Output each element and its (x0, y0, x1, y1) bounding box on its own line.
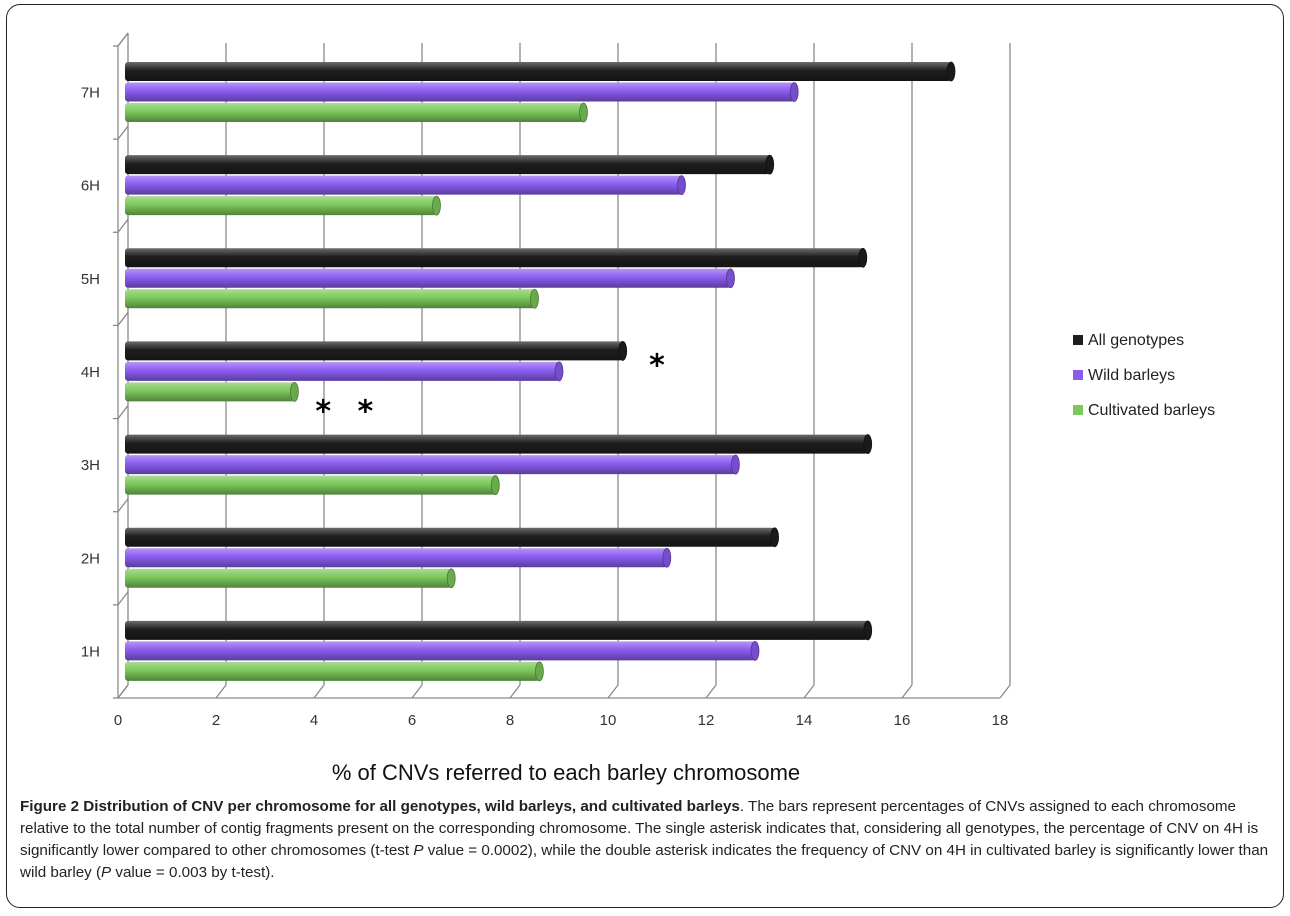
legend-label-wild-barleys: Wild barleys (1088, 367, 1175, 384)
y-tick-label-3H: 3H (81, 457, 100, 474)
bar-cap-5H-cultivated-barleys (530, 288, 539, 309)
figure-frame (6, 4, 1284, 908)
bar-4H-cultivated-barleys (125, 382, 295, 402)
bar-5H-all-genotypes (125, 248, 863, 268)
bar-7H-cultivated-barleys (125, 103, 584, 122)
y-depth-tick-2 (117, 498, 129, 513)
caption-text-2: value = 0.0002), while the double asteri… (20, 842, 1269, 881)
floor-tick-10 (607, 684, 619, 699)
x-tick-label-8: 8 (506, 712, 514, 729)
y-tick-label-4H: 4H (81, 364, 100, 381)
bar-7H-wild-barleys (125, 82, 795, 102)
bar-cap-1H-wild-barleys (750, 640, 760, 661)
x-tick-label-12: 12 (698, 712, 715, 729)
x-tick-label-2: 2 (212, 712, 220, 729)
bar-cap-5H-wild-barleys (726, 268, 735, 289)
floor-tick-4 (313, 684, 325, 699)
bar-cap-4H-all-genotypes (618, 341, 628, 361)
y-depth-tick-3 (117, 405, 129, 419)
y-tick-label-6H: 6H (81, 178, 100, 195)
bar-cap-6H-cultivated-barleys (432, 195, 441, 216)
bar-cap-1H-cultivated-barleys (535, 661, 544, 682)
bar-2H-wild-barleys (125, 548, 667, 568)
significance-double-asterisk: * * (315, 394, 381, 429)
bar-cap-3H-all-genotypes (863, 434, 873, 454)
bar-1H-all-genotypes (125, 620, 868, 640)
bar-cap-7H-wild-barleys (789, 82, 799, 102)
bar-3H-cultivated-barleys (125, 475, 496, 495)
x-tick-label-10: 10 (600, 712, 617, 729)
bar-cap-6H-all-genotypes (765, 154, 775, 175)
caption-text-3: value = 0.003 by t-test). (111, 864, 275, 881)
y-depth-tick-7 (117, 32, 129, 47)
legend-label-cultivated-barleys: Cultivated barleys (1088, 402, 1215, 419)
bar-cap-1H-all-genotypes (863, 620, 873, 641)
figure-caption: Figure 2 Distribution of CNV per chromos… (20, 796, 1278, 884)
bar-cap-6H-wild-barleys (677, 175, 686, 196)
bar-6H-all-genotypes (125, 155, 770, 175)
floor-tick-18 (999, 684, 1011, 699)
bar-cap-2H-wild-barleys (662, 547, 672, 568)
bar-cap-5H-all-genotypes (858, 247, 868, 268)
bar-cap-3H-wild-barleys (731, 454, 740, 475)
bar-6H-cultivated-barleys (125, 196, 437, 216)
y-tick-label-2H: 2H (81, 550, 100, 567)
floor-tick-6 (411, 684, 423, 699)
floor-tick-12 (705, 684, 717, 699)
bar-2H-all-genotypes (125, 527, 775, 547)
floor-tick-16 (901, 684, 913, 699)
bar-5H-cultivated-barleys (125, 289, 535, 309)
x-axis-label: % of CNVs referred to each barley chromo… (331, 760, 801, 785)
y-depth-tick-6 (117, 125, 129, 140)
bar-3H-wild-barleys (125, 455, 736, 475)
bar-cap-3H-cultivated-barleys (490, 475, 500, 495)
bar-cap-2H-all-genotypes (770, 527, 779, 548)
bar-1H-wild-barleys (125, 641, 755, 661)
x-tick-label-14: 14 (796, 712, 813, 729)
floor-tick-8 (509, 684, 521, 699)
bar-3H-all-genotypes (125, 434, 868, 454)
floor-tick-14 (803, 684, 815, 699)
caption-p-1: P (413, 842, 424, 859)
x-tick-label-0: 0 (114, 712, 122, 729)
y-depth-tick-0 (117, 684, 129, 699)
significance-single-asterisk: * (649, 348, 665, 383)
bar-4H-wild-barleys (125, 361, 559, 381)
x-tick-label-16: 16 (894, 712, 911, 729)
caption-title: Figure 2 Distribution of CNV per chromos… (20, 798, 740, 815)
legend-swatch-wild-barleys (1073, 370, 1083, 380)
bar-cap-4H-wild-barleys (554, 361, 564, 382)
bar-4H-all-genotypes (125, 341, 623, 361)
y-tick-label-7H: 7H (81, 85, 100, 102)
bar-cap-7H-all-genotypes (946, 61, 956, 82)
floor-tick-2 (215, 684, 227, 699)
y-tick-label-1H: 1H (81, 643, 100, 660)
caption-p-2: P (101, 864, 112, 881)
bar-6H-wild-barleys (125, 175, 682, 195)
bar-7H-all-genotypes (125, 62, 951, 81)
y-depth-tick-4 (117, 312, 129, 326)
bar-cap-4H-cultivated-barleys (289, 382, 299, 402)
x-tick-label-4: 4 (310, 712, 318, 729)
bar-5H-wild-barleys (125, 268, 731, 288)
y-depth-tick-5 (117, 218, 129, 233)
bar-1H-cultivated-barleys (125, 661, 540, 681)
legend-swatch-cultivated-barleys (1073, 405, 1083, 415)
caption-text-1: . The bars represent percentages of CNVs… (20, 798, 1259, 859)
y-tick-label-5H: 5H (81, 271, 100, 288)
bar-2H-cultivated-barleys (125, 568, 452, 588)
bar-cap-7H-cultivated-barleys (579, 102, 588, 123)
legend-swatch-all-genotypes (1073, 335, 1083, 345)
x-tick-label-18: 18 (992, 712, 1009, 729)
x-tick-label-6: 6 (408, 712, 416, 729)
y-depth-tick-1 (117, 591, 129, 606)
legend-label-all-genotypes: All genotypes (1088, 332, 1184, 349)
bar-cap-2H-cultivated-barleys (446, 568, 456, 589)
